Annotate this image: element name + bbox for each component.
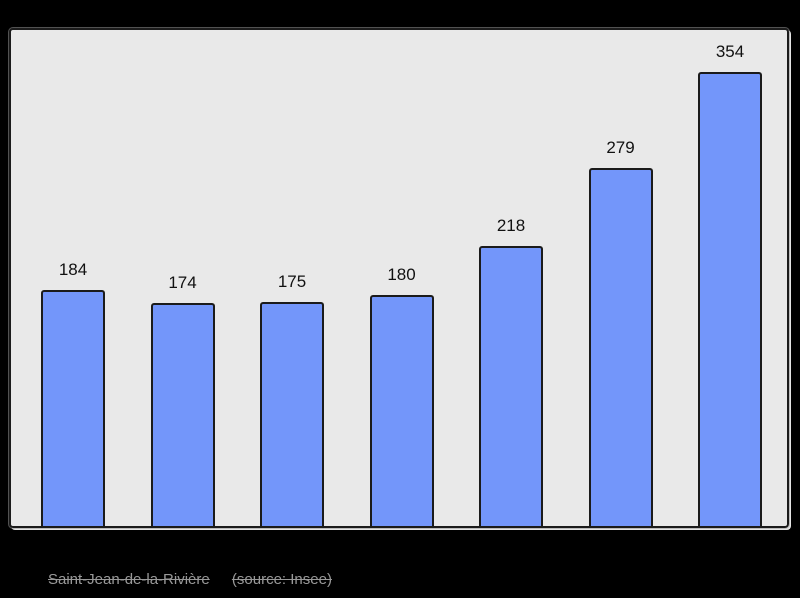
bar-group: 184 bbox=[41, 260, 105, 526]
bar bbox=[588, 168, 653, 526]
bar-value-label: 175 bbox=[277, 272, 307, 291]
caption-commune-name: Saint-Jean-de-la-Rivière bbox=[48, 571, 210, 588]
bar-group: 354 bbox=[698, 42, 762, 526]
bar-group: 180 bbox=[369, 265, 434, 526]
caption-source: (source: Insee) bbox=[231, 571, 332, 588]
bars-container: 184 174 175 180 218 279 bbox=[11, 42, 787, 526]
bar-value-label: 180 bbox=[387, 265, 416, 284]
bar-group: 218 bbox=[479, 216, 543, 526]
plot-area: 184 174 175 180 218 279 bbox=[8, 27, 790, 529]
bar bbox=[41, 290, 105, 526]
bar-value-label: 279 bbox=[606, 138, 635, 157]
bar-value-label: 184 bbox=[58, 260, 88, 279]
bar bbox=[150, 303, 215, 526]
caption: Saint-Jean-de-la-Rivière (source: Insee) bbox=[48, 571, 332, 589]
bar-group: 174 bbox=[150, 273, 215, 526]
bar-group: 175 bbox=[260, 272, 324, 526]
bar-value-label: 218 bbox=[496, 216, 526, 235]
bar-group: 279 bbox=[588, 138, 653, 526]
bar bbox=[260, 302, 324, 526]
bar-value-label: 354 bbox=[715, 42, 745, 61]
bar bbox=[479, 246, 543, 526]
bar bbox=[698, 72, 762, 526]
bar bbox=[369, 295, 434, 526]
bar-value-label: 174 bbox=[168, 273, 197, 292]
